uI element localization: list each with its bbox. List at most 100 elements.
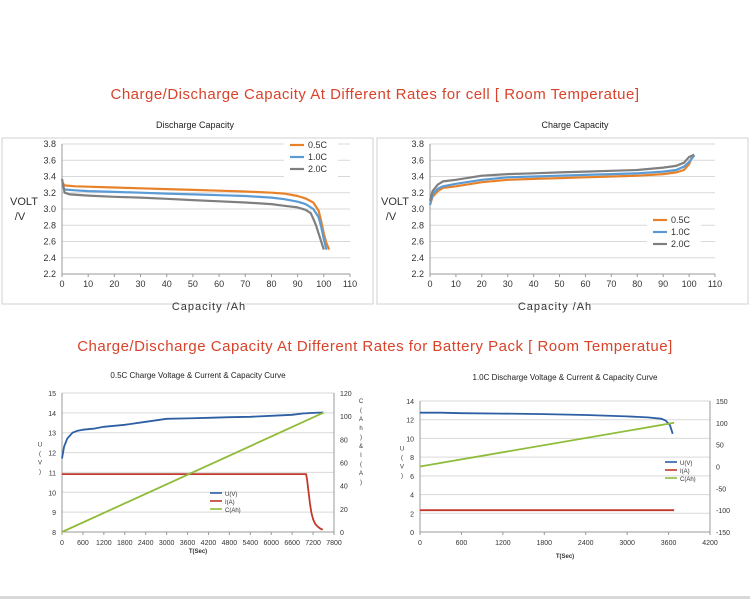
cell-charge-xtick-label: 100 xyxy=(682,279,697,289)
pack-charge-series-cah xyxy=(61,411,324,533)
cell-discharge-ytick-label: 3.8 xyxy=(43,139,56,149)
cell-charge-xtick-label: 110 xyxy=(708,279,722,289)
cell-discharge-ytick-label: 3.4 xyxy=(43,172,56,182)
cell-discharge-frame xyxy=(1,137,374,305)
pack-discharge-title: 1.0C Discharge Voltage & Current & Capac… xyxy=(473,373,659,382)
pack-charge-ylabel-char: V xyxy=(38,461,42,467)
pack-charge-xtick-label: 7200 xyxy=(305,540,321,547)
pack-charge-ytick-label: 14 xyxy=(48,411,56,418)
cell-charge-ytick-label: 2.4 xyxy=(411,253,424,263)
pack-charge-y2label-char: C xyxy=(359,399,364,405)
pack-discharge-chart: 1.0C Discharge Voltage & Current & Capac… xyxy=(375,362,750,562)
pack-charge-ytick-label: 12 xyxy=(48,451,56,458)
pack-discharge-ytick-label: 4 xyxy=(410,493,414,500)
cell-charge-series-05c xyxy=(428,157,693,206)
cell-discharge-xtick-label: 90 xyxy=(293,279,303,289)
pack-section-heading: Charge/Discharge Capacity At Different R… xyxy=(77,338,673,355)
pack-charge-y2label-char: ( xyxy=(360,462,362,468)
pack-charge-xtick-label: 1200 xyxy=(96,540,112,547)
cell-discharge-xtick-label: 70 xyxy=(240,279,250,289)
cell-discharge-chart: Discharge Capacity 2.2 2.4 2.6 2.8 3.0 3.2 3.4 3… xyxy=(0,108,375,323)
cell-charge-xlabel: Capacity /Ah xyxy=(518,301,592,313)
cell-discharge-xtick-label: 0 xyxy=(59,279,64,289)
pack-discharge-xtick-label: 1800 xyxy=(536,540,552,547)
cell-discharge-series-10c xyxy=(61,184,328,250)
cell-discharge-title: Discharge Capacity xyxy=(156,120,235,130)
pack-charge-y2label-char: ( xyxy=(360,408,362,414)
pack-charge-ytick-label: 11 xyxy=(49,470,56,477)
pack-charge-series-uv xyxy=(61,411,324,459)
pack-charge-y2label-char: A xyxy=(359,417,363,423)
pack-discharge-series-uv xyxy=(420,411,674,435)
pack-charge-ytick-label: 15 xyxy=(48,391,56,398)
cell-charge-xtick-label: 0 xyxy=(427,279,432,289)
pack-charge-ytick-label: 10 xyxy=(48,490,56,497)
pack-charge-y2tick-label: 40 xyxy=(340,484,348,491)
cell-charge-ytick-label: 2.6 xyxy=(411,237,424,247)
cell-discharge-legend-label: 0.5C xyxy=(308,140,328,150)
cell-charge-title: Charge Capacity xyxy=(541,120,609,130)
pack-discharge-legend-label: I(A) xyxy=(680,469,690,475)
cell-charge-ytick-label: 2.2 xyxy=(411,269,424,279)
cell-charge-xtick-label: 50 xyxy=(555,279,565,289)
pack-charge-y2tick-label: 100 xyxy=(340,414,352,421)
pack-charge-xlabel: T(Sec) xyxy=(189,549,207,555)
cell-discharge-ytick-label: 2.6 xyxy=(43,237,56,247)
pack-charge-y2tick-label: 80 xyxy=(340,437,348,444)
pack-discharge-ytick-label: 10 xyxy=(406,436,414,443)
cell-discharge-svg: Discharge Capacity 2.2 2.4 2.6 2.8 3.0 3.2 3.4 3… xyxy=(1,120,374,313)
cell-charge-xtick-label: 30 xyxy=(503,279,513,289)
cell-discharge-xlabel: Capacity /Ah xyxy=(172,301,246,313)
pack-discharge-y2tick-label: 150 xyxy=(716,399,728,406)
pack-discharge-xtick-label: 3000 xyxy=(619,540,635,547)
pack-discharge-xtick-label: 600 xyxy=(456,540,468,547)
pack-discharge-xtick-label: 0 xyxy=(418,540,422,547)
cell-discharge-xtick-label: 10 xyxy=(83,279,93,289)
pack-charge-y2label-char: h xyxy=(359,426,362,432)
cell-charge-xtick-label: 40 xyxy=(529,279,539,289)
pack-discharge-legend-label: U(V) xyxy=(680,461,692,467)
cell-discharge-ylabel-line2: /V xyxy=(15,211,26,223)
cell-discharge-xtick-label: 20 xyxy=(109,279,119,289)
cell-charge-xtick-label: 20 xyxy=(477,279,487,289)
pack-charge-xtick-label: 1800 xyxy=(117,540,133,547)
cell-charge-xtick-label: 10 xyxy=(451,279,461,289)
pack-charge-xtick-label: 600 xyxy=(77,540,89,547)
pack-discharge-legend-label: C(Ah) xyxy=(680,477,696,483)
cell-discharge-ytick-label: 2.8 xyxy=(43,220,56,230)
pack-charge-y2label-char: ) xyxy=(360,435,362,441)
cell-charge-series-10c xyxy=(428,154,696,206)
pack-discharge-y2tick-label: -50 xyxy=(716,486,726,493)
pack-discharge-series-cah xyxy=(419,421,675,468)
cell-charge-legend-label: 0.5C xyxy=(671,215,691,225)
cell-discharge-ytick-label: 3.6 xyxy=(43,155,56,165)
cell-charge-series-20c xyxy=(428,153,695,202)
pack-charge-legend-label: C(Ah) xyxy=(225,508,241,514)
cell-charge-chart: Charge Capacity 2.2 2.4 2.6 2.8 3.0 3.2 3.4 3.6 3… xyxy=(375,108,750,323)
pack-discharge-xtick-label: 1200 xyxy=(495,540,511,547)
pack-charge-xtick-label: 3000 xyxy=(159,540,175,547)
cell-discharge-xtick-label: 100 xyxy=(316,279,331,289)
pack-charge-xtick-label: 3600 xyxy=(180,540,196,547)
pack-discharge-xlabel: T(Sec) xyxy=(556,554,574,560)
pack-discharge-xtick-label: 2400 xyxy=(578,540,594,547)
pack-discharge-y2tick-label: 100 xyxy=(716,421,728,428)
pack-charge-legend-label: I(A) xyxy=(225,500,235,506)
cell-charge-ytick-label: 3.0 xyxy=(411,204,424,214)
cell-charge-xtick-label: 90 xyxy=(658,279,668,289)
pack-charge-xtick-label: 5400 xyxy=(243,540,259,547)
cell-discharge-ylabel-line1: VOLT xyxy=(10,196,38,208)
pack-discharge-y2tick-label: 50 xyxy=(716,443,724,450)
cell-discharge-xtick-label: 40 xyxy=(162,279,172,289)
cell-discharge-series-20c xyxy=(60,178,325,250)
cell-charge-legend-label: 1.0C xyxy=(671,227,691,237)
pack-charge-xtick-label: 4800 xyxy=(222,540,238,547)
pack-discharge-svg: 1.0C Discharge Voltage & Current & Capac… xyxy=(400,373,730,560)
cell-discharge-ytick-label: 2.2 xyxy=(43,269,56,279)
pack-discharge-ytick-label: 12 xyxy=(406,418,414,425)
pack-charge-title: 0.5C Charge Voltage & Current & Capacity… xyxy=(110,371,286,380)
cell-charge-ylabel-line1: VOLT xyxy=(381,196,409,208)
pack-charge-svg: 0.5C Charge Voltage & Current & Capacity… xyxy=(38,371,364,555)
cell-charge-ytick-label: 2.8 xyxy=(411,220,424,230)
cell-section-heading: Charge/Discharge Capacity At Different R… xyxy=(110,86,640,103)
